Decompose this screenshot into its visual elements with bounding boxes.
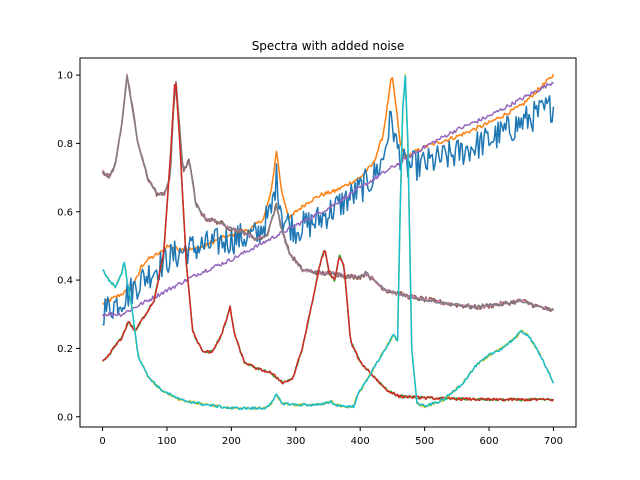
chart-title: Spectra with added noise <box>252 39 405 53</box>
y-tick-label: 1.0 <box>57 71 73 82</box>
x-axis: 0 100 200 300 400 500 600 700 <box>99 427 563 447</box>
x-tick-label: 700 <box>544 436 563 447</box>
series-line-9 <box>102 75 555 411</box>
series-line-3 <box>101 75 554 312</box>
series-line-8 <box>102 73 555 411</box>
series-line-5 <box>102 75 554 312</box>
x-tick-label: 600 <box>479 436 498 447</box>
y-axis: 0.0 0.2 0.4 0.6 0.8 1.0 <box>57 71 80 423</box>
series-layer <box>101 73 555 411</box>
series-line-2 <box>101 81 554 317</box>
x-tick-label: 0 <box>99 436 105 447</box>
series-line-0 <box>102 73 555 305</box>
series-line-1 <box>102 95 555 326</box>
x-tick-label: 100 <box>157 436 176 447</box>
y-tick-label: 0.4 <box>57 276 73 287</box>
x-tick-label: 500 <box>415 436 434 447</box>
series-line-7 <box>101 83 555 402</box>
y-tick-label: 0.2 <box>57 344 73 355</box>
y-tick-label: 0.8 <box>57 139 73 150</box>
y-tick-label: 0.6 <box>57 207 73 218</box>
x-tick-label: 300 <box>286 436 305 447</box>
x-tick-label: 400 <box>351 436 370 447</box>
y-tick-label: 0.0 <box>57 412 73 423</box>
x-tick-label: 200 <box>222 436 241 447</box>
plot-frame <box>79 57 577 428</box>
